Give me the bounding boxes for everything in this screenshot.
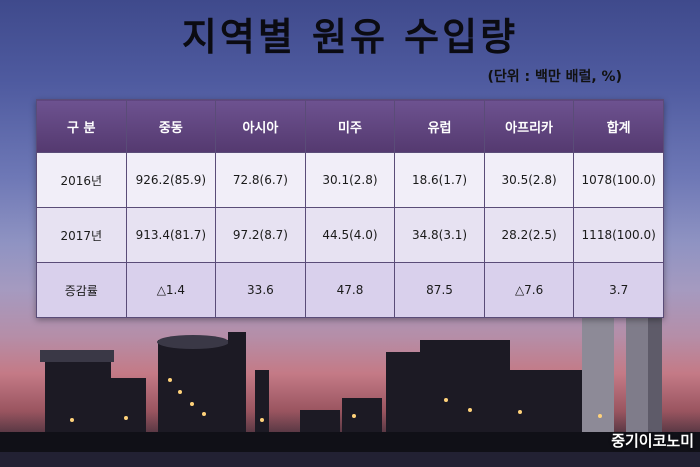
table-cell: 44.5(4.0) — [304, 207, 396, 263]
table-header-row: 구 분 중동 아시아 미주 유럽 아프리카 합계 — [36, 99, 664, 153]
publisher-credit: 중기이코노미 — [611, 432, 694, 450]
table-cell: 30.1(2.8) — [304, 152, 396, 208]
table-cell: 913.4(81.7) — [125, 207, 217, 263]
table-cell: 28.2(2.5) — [483, 207, 575, 263]
table-cell: 97.2(8.7) — [215, 207, 306, 263]
header-africa: 아프리카 — [483, 99, 575, 153]
table-cell: 33.6 — [215, 262, 306, 318]
table-cell: 증감률 — [36, 262, 127, 318]
table-row: 2017년 913.4(81.7) 97.2(8.7) 44.5(4.0) 34… — [36, 207, 664, 263]
table-cell: 1118(100.0) — [573, 207, 664, 263]
header-asia: 아시아 — [215, 99, 306, 153]
header-americas: 미주 — [304, 99, 396, 153]
table-cell: 18.6(1.7) — [394, 152, 485, 208]
table-row: 증감률 △1.4 33.6 47.8 87.5 △7.6 3.7 — [36, 262, 664, 318]
table-cell: 72.8(6.7) — [215, 152, 306, 208]
table-cell: 34.8(3.1) — [394, 207, 485, 263]
table-row: 2016년 926.2(85.9) 72.8(6.7) 30.1(2.8) 18… — [36, 152, 664, 208]
page-title: 지역별 원유 수입량 — [181, 15, 519, 59]
table-cell: 2017년 — [36, 207, 127, 263]
table-cell: 30.5(2.8) — [483, 152, 575, 208]
table-cell: 926.2(85.9) — [125, 152, 217, 208]
header-middle-east: 중동 — [125, 99, 217, 153]
table-cell: 87.5 — [394, 262, 485, 318]
table-cell: △7.6 — [483, 262, 575, 318]
table-cell: △1.4 — [125, 262, 217, 318]
crude-oil-import-table: 구 분 중동 아시아 미주 유럽 아프리카 합계 2016년 926.2(85.… — [36, 99, 664, 318]
unit-label: (단위 : 백만 배럴, %) — [487, 69, 622, 85]
table-cell: 47.8 — [304, 262, 396, 318]
table-cell: 1078(100.0) — [573, 152, 664, 208]
header-europe: 유럽 — [394, 99, 485, 153]
table-cell: 2016년 — [36, 152, 127, 208]
table-cell: 3.7 — [573, 262, 664, 318]
header-total: 합계 — [573, 99, 664, 153]
header-category: 구 분 — [36, 99, 127, 153]
